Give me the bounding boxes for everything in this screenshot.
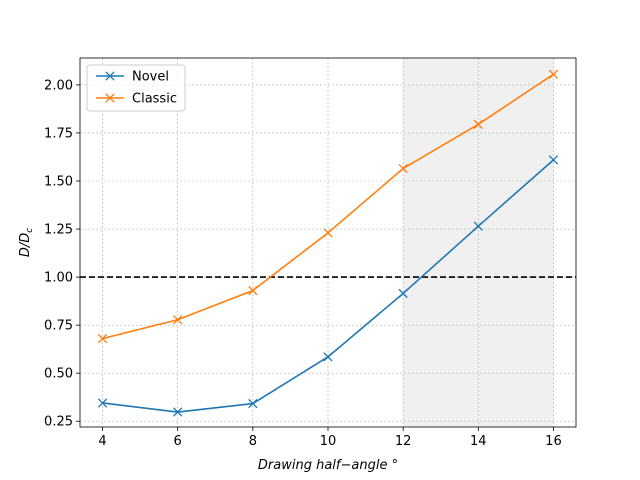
y-tick-label: 0.50 — [44, 367, 73, 382]
marker-stroke — [97, 333, 108, 344]
x-tick-label: 6 — [174, 434, 182, 449]
data-point-classic — [248, 285, 258, 296]
x-axis-ticks: 4 6 8 10 12 14 16 — [98, 427, 562, 449]
x-tick-label: 4 — [98, 434, 106, 449]
data-point-novel — [398, 288, 408, 299]
data-point-classic — [323, 228, 333, 238]
marker-stroke — [548, 155, 559, 165]
legend-label-classic: Classic — [132, 92, 177, 107]
marker-stroke — [398, 163, 408, 174]
y-tick-label: 1.25 — [44, 223, 73, 238]
marker-stroke — [248, 285, 258, 296]
legend: Novel Classic — [86, 64, 186, 112]
x-tick-label: 12 — [395, 434, 412, 449]
data-point-novel — [173, 407, 183, 417]
x-tick-label: 10 — [320, 434, 337, 449]
data-point-classic — [398, 163, 408, 174]
marker-stroke — [105, 93, 115, 103]
y-tick-label: 1.00 — [44, 271, 73, 286]
x-tick-label: 14 — [470, 434, 487, 449]
y-axis-label: D/Dc — [18, 228, 35, 257]
y-tick-label: 0.25 — [44, 415, 73, 430]
marker-stroke — [323, 228, 333, 238]
x-tick-label: 8 — [249, 434, 257, 449]
y-tick-label: 1.50 — [44, 175, 73, 190]
marker-stroke — [473, 221, 483, 231]
marker-stroke — [248, 398, 258, 409]
x-tick-label: 16 — [545, 434, 562, 449]
data-point-classic — [173, 315, 183, 325]
marker-stroke — [173, 315, 183, 325]
data-point-classic — [473, 119, 483, 129]
y-axis-label-subscript: c — [25, 228, 35, 233]
marker-stroke — [473, 119, 483, 129]
x-axis-label: Drawing half−angle ° — [258, 458, 398, 473]
data-point-novel — [97, 398, 108, 408]
marker-stroke — [97, 398, 108, 408]
data-point-classic — [97, 333, 108, 344]
marker-stroke — [398, 288, 408, 299]
data-point-classic — [548, 69, 559, 79]
y-tick-label: 0.75 — [44, 319, 73, 334]
legend-marker-novel — [105, 71, 115, 81]
marker-stroke — [173, 407, 183, 417]
data-point-novel — [248, 398, 258, 409]
y-tick-label: 2.00 — [44, 78, 73, 93]
data-point-novel — [323, 352, 333, 362]
y-tick-label: 1.75 — [44, 126, 73, 141]
marker-stroke — [323, 352, 333, 362]
y-axis-ticks: 0.25 0.50 0.75 1.00 1.25 1.50 1.75 2.00 — [44, 78, 80, 430]
legend-label-novel: Novel — [132, 70, 169, 85]
data-point-novel — [473, 221, 483, 231]
data-point-novel — [548, 155, 559, 165]
marker-stroke — [105, 71, 115, 81]
legend-marker-classic — [105, 93, 115, 103]
series-group — [97, 69, 559, 417]
marker-stroke — [548, 69, 559, 79]
